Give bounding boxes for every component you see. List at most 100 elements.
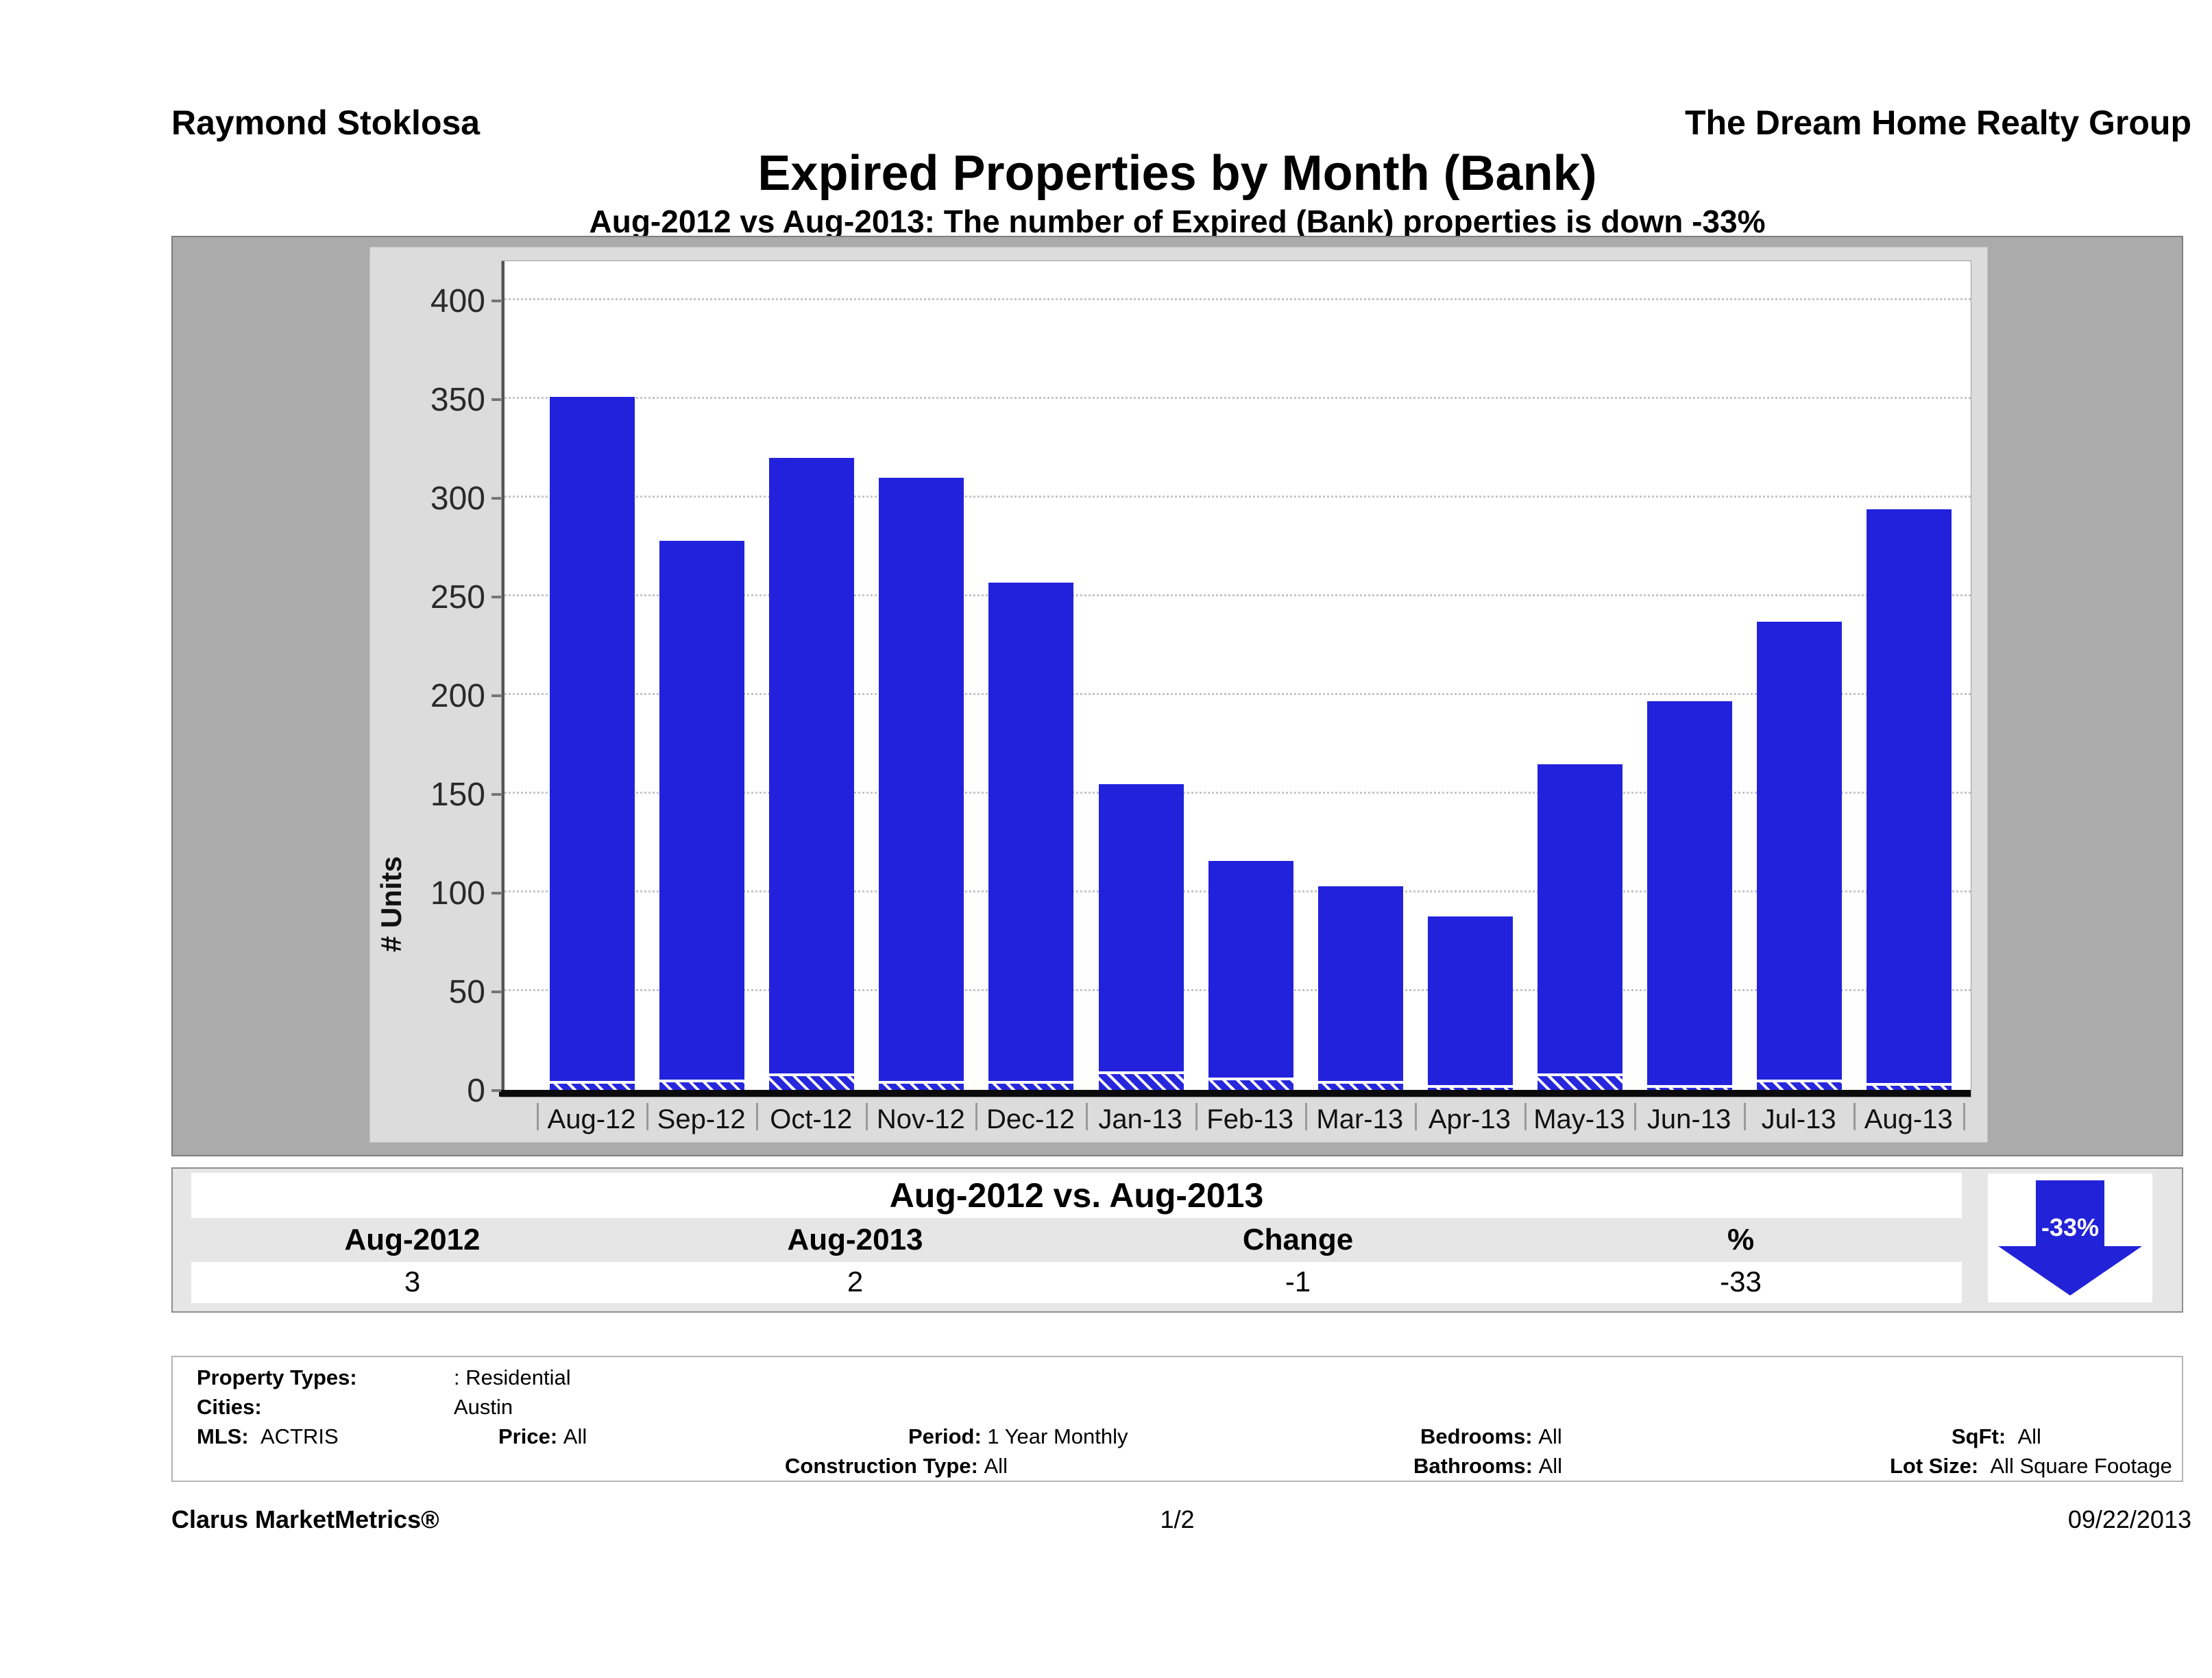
report-title: Expired Properties by Month (Bank) — [757, 146, 1597, 201]
bar — [659, 541, 745, 1090]
chart-frame: 0 50 100 150 200 250 300 350 400 Aug-12 Sep-12 Oct-… — [171, 236, 2183, 1156]
sqft-field: SqFt: All — [1952, 1424, 2041, 1448]
summary-header-row: Aug-2012 Aug-2013 Change % — [191, 1218, 1962, 1262]
change-arrow-box: -33% — [1988, 1174, 2152, 1302]
page-number: 1/2 — [1160, 1505, 1195, 1533]
month-separator — [646, 1103, 649, 1130]
month-separator — [1854, 1103, 1856, 1130]
y-tick-label: 150 — [430, 777, 485, 813]
month-separator — [1634, 1103, 1636, 1130]
y-tick — [491, 596, 501, 598]
bank-bar — [550, 1081, 635, 1090]
gridline — [505, 397, 1971, 399]
criteria-box: Property Types: : Residential Cities: Au… — [171, 1356, 2183, 1482]
month-separator — [1744, 1103, 1747, 1130]
bank-bar — [1867, 1083, 1952, 1090]
down-arrow-head — [1998, 1246, 2142, 1296]
x-axis-baseline — [499, 1090, 1971, 1097]
y-tick — [491, 497, 501, 500]
month-separator — [756, 1103, 759, 1130]
y-tick-label: 400 — [430, 283, 485, 319]
bank-bar — [879, 1081, 964, 1090]
summary-val-percent: -33 — [1720, 1265, 1762, 1298]
lot-size-field: Lot Size: All Square Footage — [1890, 1454, 2172, 1478]
bank-bar — [1208, 1077, 1293, 1090]
construction-type-field: Construction Type: All — [785, 1454, 1008, 1478]
brand-name: Clarus MarketMetrics® — [171, 1505, 439, 1533]
month-separator — [1414, 1103, 1417, 1130]
bar — [1208, 860, 1293, 1090]
bar — [1647, 701, 1732, 1090]
summary-value-row: 3 2 -1 -33 — [191, 1262, 1962, 1303]
y-tick-label: 300 — [430, 481, 485, 517]
month-separator — [866, 1103, 868, 1130]
y-tick-label: 350 — [430, 382, 485, 418]
summary-val-aug2013: 2 — [847, 1265, 864, 1298]
gridline — [505, 693, 1971, 695]
bar — [1427, 916, 1513, 1090]
y-tick — [491, 793, 501, 796]
month-label: Sep-12 — [657, 1104, 746, 1134]
chart-panel: 0 50 100 150 200 250 300 350 400 Aug-12 Sep-12 Oct-… — [369, 247, 1988, 1143]
month-label: Jul-13 — [1761, 1104, 1836, 1134]
bedrooms-field: Bedrooms: All — [1420, 1424, 1562, 1448]
month-label: Dec-12 — [986, 1104, 1075, 1134]
month-separator — [1524, 1103, 1527, 1130]
month-separator — [975, 1103, 978, 1130]
y-tick — [491, 694, 501, 697]
agent-name: Raymond Stoklosa — [171, 104, 481, 142]
gridline — [505, 298, 1971, 300]
bathrooms-field: Bathrooms: All — [1413, 1454, 1563, 1478]
bar — [1757, 622, 1843, 1090]
report-date: 09/22/2013 — [2067, 1505, 2191, 1533]
month-separator — [1963, 1103, 1966, 1130]
month-label: May-13 — [1533, 1104, 1625, 1134]
y-axis-title: # Units — [375, 855, 407, 953]
month-label: Mar-13 — [1316, 1104, 1404, 1134]
gridline — [505, 496, 1971, 498]
gridline — [505, 594, 1971, 596]
gridline — [505, 792, 1971, 794]
month-label: Aug-13 — [1864, 1104, 1953, 1134]
month-label: Jan-13 — [1098, 1104, 1182, 1134]
bank-bar — [1427, 1085, 1513, 1090]
price-field: Price: All — [498, 1424, 587, 1448]
bar — [879, 478, 964, 1090]
month-label: Aug-12 — [547, 1104, 636, 1134]
bar — [1867, 509, 1952, 1090]
cities-value: Austin — [454, 1395, 513, 1419]
summary-val-change: -1 — [1285, 1265, 1311, 1298]
y-tick — [491, 398, 501, 401]
bank-bar — [1537, 1073, 1622, 1090]
summary-col-aug2012: Aug-2012 — [344, 1223, 481, 1256]
summary-col-aug2013: Aug-2013 — [787, 1223, 923, 1256]
bar — [769, 458, 855, 1090]
y-tick — [491, 892, 501, 895]
month-label: Oct-12 — [770, 1104, 853, 1134]
company-name: The Dream Home Realty Group — [1684, 104, 2191, 142]
bank-bar — [659, 1079, 745, 1090]
y-tick-label: 0 — [467, 1073, 485, 1109]
report-subtitle: Aug-2012 vs Aug-2013: The number of Expi… — [589, 204, 1766, 239]
bank-bar — [1098, 1071, 1184, 1090]
y-tick — [491, 300, 501, 302]
y-axis-line — [502, 261, 505, 1097]
mls-field: MLS: ACTRIS — [197, 1424, 339, 1448]
y-tick-label: 50 — [448, 974, 485, 1010]
bank-bar — [988, 1081, 1074, 1090]
cities-label: Cities: — [197, 1395, 262, 1419]
bar — [550, 397, 635, 1090]
summary-val-aug2012: 3 — [404, 1265, 421, 1298]
bar — [1537, 764, 1622, 1090]
y-tick-label: 250 — [430, 579, 485, 616]
period-field: Period: 1 Year Monthly — [908, 1424, 1128, 1448]
bank-bar — [769, 1073, 855, 1090]
summary-col-percent: % — [1727, 1223, 1755, 1256]
bar — [1317, 886, 1403, 1090]
property-types-value: : Residential — [454, 1365, 571, 1389]
bank-bar — [1317, 1081, 1403, 1090]
y-tick-label: 200 — [430, 678, 485, 714]
summary-section: Aug-2012 vs. Aug-2013 Aug-2012 Aug-2013 … — [171, 1167, 2183, 1313]
bar — [988, 582, 1074, 1090]
